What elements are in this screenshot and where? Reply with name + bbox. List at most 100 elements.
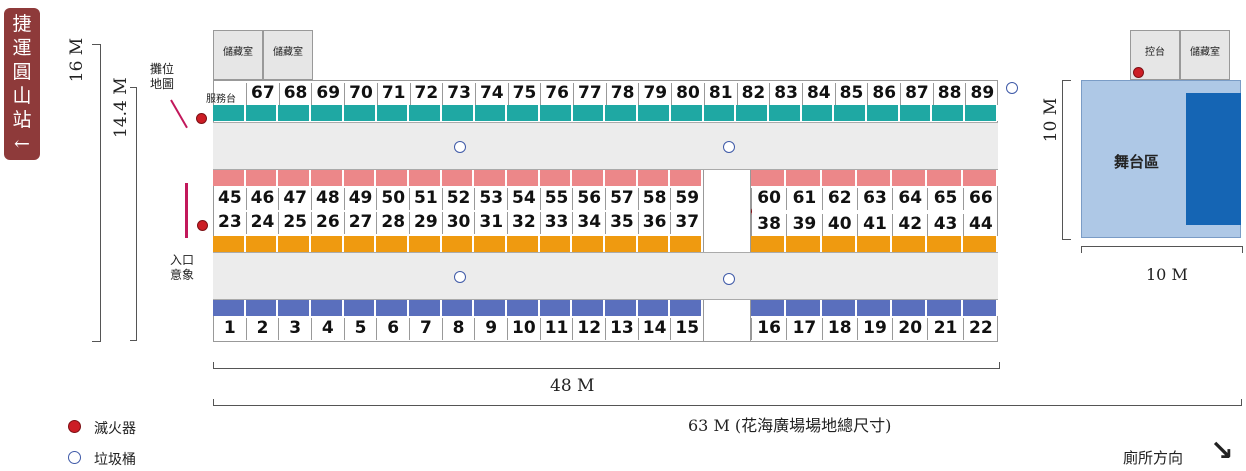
booth-stall: [821, 170, 857, 186]
mrt-station-char: 捷: [12, 13, 32, 35]
overall-height-label: 16 M: [67, 37, 87, 83]
booth-stall: [605, 236, 638, 252]
booth-number: 48: [311, 188, 344, 210]
booth-number: 88: [932, 83, 966, 105]
booth-number: 1: [213, 318, 246, 340]
fire-extinguisher-icon: [197, 220, 208, 231]
total-width-bracket: [213, 399, 1242, 406]
booth-number: 64: [892, 188, 927, 210]
booth-number: 23: [213, 212, 246, 234]
booth-stall: [376, 105, 410, 121]
stage-height-bracket: [1062, 80, 1071, 240]
booth-number: 4: [311, 318, 344, 340]
booth-number: 75: [507, 83, 541, 105]
booth-row-45-59: 45 46 47 48 49 50 51 52 53 54 55 56 57 58 59: [213, 188, 703, 210]
booth-stall: [892, 170, 928, 186]
booth-stall: [278, 105, 312, 121]
aisle: [213, 122, 998, 170]
storage-room: 儲藏室: [1180, 30, 1230, 80]
booth-stall: [670, 300, 704, 316]
booth-number: 8: [441, 318, 475, 340]
booth-number: 57: [605, 188, 638, 210]
booth-number: 45: [213, 188, 246, 210]
booth-number: 53: [474, 188, 507, 210]
booth-stall: [311, 300, 344, 316]
booth-stall: [751, 170, 787, 186]
booth-stall: [821, 236, 857, 252]
booth-number: 65: [927, 188, 962, 210]
booth-number: 16: [751, 318, 786, 340]
booth-stall: [751, 236, 787, 252]
booth-stall: [507, 236, 540, 252]
booth-number: 18: [821, 318, 857, 340]
booth-stall: [311, 236, 344, 252]
booth-number: 80: [671, 83, 704, 105]
booth-number: 69: [311, 83, 344, 105]
booth-stall: [899, 105, 933, 121]
booth-stall: [572, 236, 606, 252]
booth-stall: [376, 170, 410, 186]
booth-stall: [409, 236, 442, 252]
booth-stall: [474, 236, 508, 252]
fire-extinguisher-icon: [196, 113, 207, 124]
booth-number: 85: [834, 83, 868, 105]
booth-number: 25: [278, 212, 311, 234]
booth-number: 35: [605, 212, 638, 234]
booth-stall: [736, 105, 769, 121]
center-passage: [703, 170, 751, 252]
booth-number: 28: [376, 212, 409, 234]
booth-number: 46: [245, 188, 279, 210]
booth-number: 68: [278, 83, 312, 105]
booth-stall: [278, 236, 312, 252]
booth-number: 56: [572, 188, 605, 210]
booth-stall: [786, 170, 822, 186]
booth-number: 86: [867, 83, 900, 105]
fire-extinguisher-icon: [1133, 67, 1144, 78]
booth-number: 49: [343, 188, 377, 210]
booth-number: 72: [409, 83, 443, 105]
booth-stall: [605, 300, 638, 316]
booth-number: 77: [573, 83, 606, 105]
booth-stall: [786, 300, 822, 316]
booth-map-pointer: [170, 99, 188, 129]
booth-stall: [834, 105, 868, 121]
booth-number: 41: [856, 214, 892, 236]
booth-stall: [539, 170, 573, 186]
booth-stall: [867, 105, 900, 121]
booth-number: 11: [539, 318, 573, 340]
booth-number: 15: [670, 318, 703, 340]
booth-number: 59: [670, 188, 703, 210]
booth-stall: [927, 170, 963, 186]
booth-stall: [441, 236, 475, 252]
mrt-station-char: 圓: [12, 61, 32, 83]
booth-stall: [343, 170, 377, 186]
booth-row-orange-left: [213, 236, 704, 252]
booth-number: 31: [474, 212, 507, 234]
booth-number: 70: [344, 83, 377, 105]
booth-number: 83: [769, 83, 802, 105]
booth-stall: [670, 105, 704, 121]
booth-stall: [507, 105, 541, 121]
booth-row-pink-right: [751, 170, 998, 186]
mrt-station-sign: 捷運圓山站 ←: [4, 8, 40, 160]
main-width-bracket: [213, 362, 1000, 369]
booth-row-38-44: 38 39 40 41 42 43 44: [751, 214, 998, 236]
booth-stall: [441, 170, 475, 186]
booth-stall: [474, 105, 508, 121]
booth-number: 60: [751, 188, 786, 210]
legend-extinguisher-label: 滅火器: [94, 421, 136, 437]
booth-map-label: 攤位 地圖: [150, 62, 175, 91]
booth-row-1-15: 1 2 3 4 5 6 7 8 9 10 11 12 13 14 15: [213, 318, 703, 340]
booth-stall: [245, 300, 279, 316]
booth-number: 81: [703, 83, 737, 105]
booth-row-orange-right: [751, 236, 998, 252]
inner-height-label: 14.4 M: [111, 77, 131, 138]
booth-stall: [670, 170, 704, 186]
booth-stall: [670, 236, 704, 252]
total-width-label: 63 M (花海廣場場地總尺寸): [688, 416, 892, 435]
booth-row-23-37: 23 24 25 26 27 28 29 30 31 32 33 34 35 36 37: [213, 212, 703, 234]
booth-stall: [637, 300, 671, 316]
booth-number: 20: [892, 318, 927, 340]
booth-number: 44: [962, 214, 998, 236]
booth-number: 84: [801, 83, 835, 105]
